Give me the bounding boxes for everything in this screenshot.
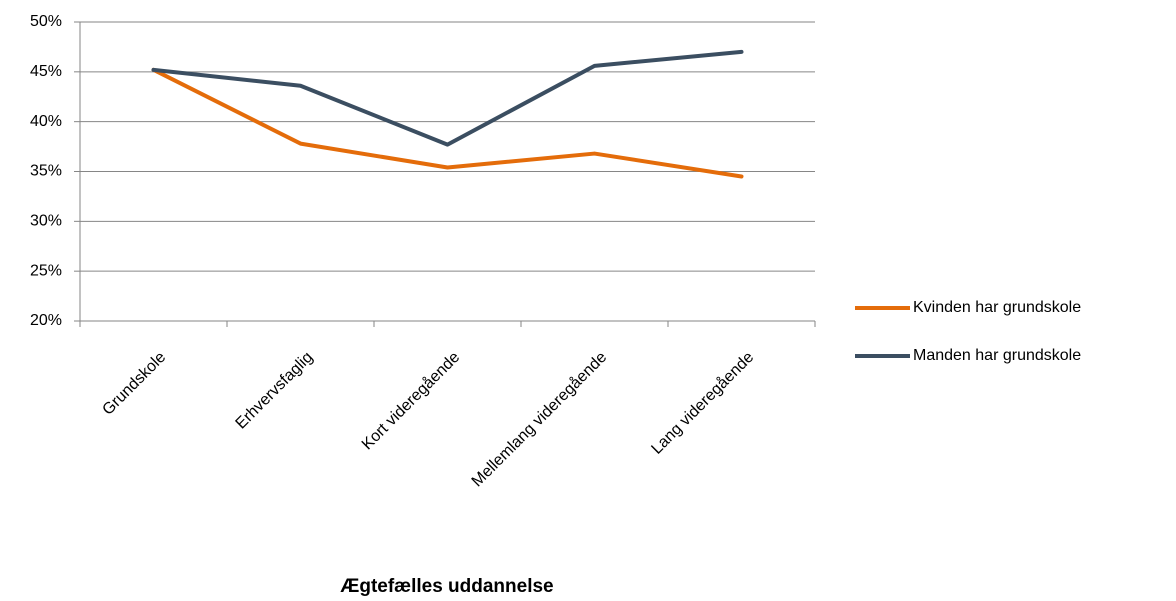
y-tick-label: 40% xyxy=(30,113,62,130)
series-line xyxy=(151,49,744,147)
x-tick-label: Grundskole xyxy=(99,349,169,419)
y-tick-label: 20% xyxy=(30,312,62,329)
legend-label: Kvinden har grundskole xyxy=(913,299,1081,316)
x-tick-label: Lang videregående xyxy=(648,348,758,458)
y-tick-label: 35% xyxy=(30,163,62,180)
y-tick-label: 25% xyxy=(30,262,62,279)
legend-label: Manden har grundskole xyxy=(913,347,1081,364)
y-tick-label: 50% xyxy=(30,13,62,30)
y-tick-label: 30% xyxy=(30,213,62,230)
x-tick-label: Erhvervsfaglig xyxy=(233,349,317,433)
x-tick-label: Kort videregående xyxy=(358,348,463,453)
y-tick-label: 45% xyxy=(30,63,62,80)
series-line xyxy=(151,67,744,179)
x-tick-label: Mellemlang videregående xyxy=(468,348,610,490)
x-axis-title: Ægtefælles uddannelse xyxy=(340,576,553,597)
